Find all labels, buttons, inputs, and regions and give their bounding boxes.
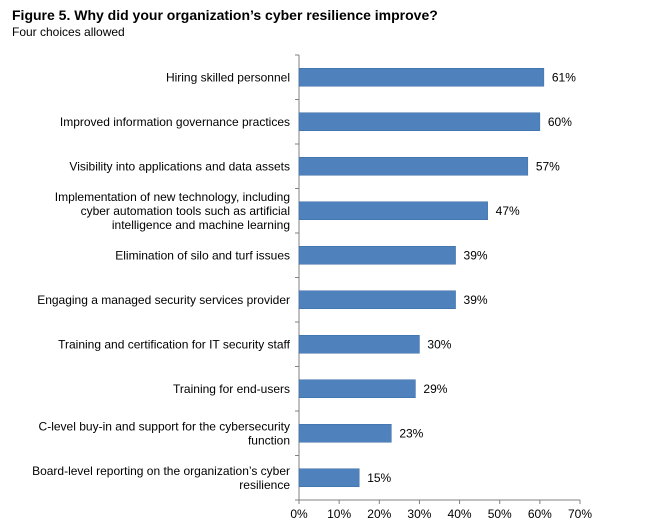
category-label: resilience xyxy=(239,478,290,492)
bar xyxy=(298,290,456,309)
x-tick-label: 40% xyxy=(448,507,472,521)
bar xyxy=(298,201,488,220)
category-label: Training and certification for IT securi… xyxy=(58,337,291,351)
data-label: 23% xyxy=(399,426,423,440)
bar xyxy=(298,246,456,265)
x-tick-label: 10% xyxy=(327,507,351,521)
category-label: cyber automation tools such as artificia… xyxy=(81,204,290,218)
bar xyxy=(298,68,545,87)
category-label: intelligence and machine learning xyxy=(112,218,290,232)
category-label: Training for end-users xyxy=(173,382,290,396)
category-label: Board-level reporting on the organizatio… xyxy=(32,464,290,478)
data-label: 29% xyxy=(423,382,447,396)
category-label: Visibility into applications and data as… xyxy=(69,159,290,173)
bar xyxy=(298,468,360,487)
data-label: 57% xyxy=(536,159,560,173)
data-label: 61% xyxy=(552,70,576,84)
chart-title: Figure 5. Why did your organization’s cy… xyxy=(12,7,438,23)
data-label: 47% xyxy=(496,204,520,218)
x-tick-label: 30% xyxy=(407,507,431,521)
category-label: Implementation of new technology, includ… xyxy=(55,190,290,204)
category-label: C-level buy-in and support for the cyber… xyxy=(39,419,290,433)
x-tick-label: 60% xyxy=(528,507,552,521)
bar xyxy=(298,335,420,354)
category-label: Elimination of silo and turf issues xyxy=(115,248,290,262)
x-tick-label: 0% xyxy=(290,507,308,521)
category-label: Engaging a managed security services pro… xyxy=(37,293,290,307)
category-label: function xyxy=(248,433,290,447)
chart-subtitle: Four choices allowed xyxy=(12,25,125,39)
x-tick-label: 20% xyxy=(367,507,391,521)
data-label: 15% xyxy=(367,471,391,485)
bar xyxy=(298,112,541,131)
data-label: 30% xyxy=(427,337,451,351)
data-label: 39% xyxy=(464,293,488,307)
category-label: Hiring skilled personnel xyxy=(166,70,290,84)
x-tick-label: 50% xyxy=(488,507,512,521)
category-label: Improved information governance practice… xyxy=(60,115,290,129)
bar xyxy=(298,157,529,176)
bar xyxy=(298,424,392,443)
data-label: 39% xyxy=(464,248,488,262)
data-label: 60% xyxy=(548,115,572,129)
bar xyxy=(298,379,416,398)
x-tick-label: 70% xyxy=(568,507,592,521)
